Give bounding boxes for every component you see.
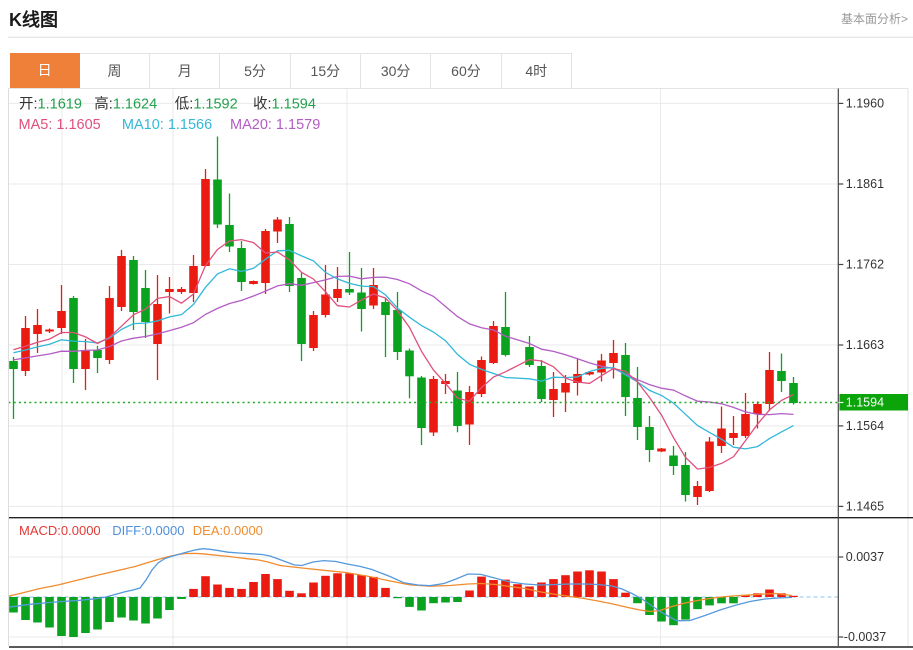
svg-text:MA10: 1.1566: MA10: 1.1566 (122, 117, 212, 133)
svg-text:MA20: 1.1579: MA20: 1.1579 (230, 117, 320, 133)
svg-text:1.1960: 1.1960 (846, 96, 884, 110)
svg-text:收:1.1594: 收:1.1594 (253, 96, 316, 113)
svg-text:1.1594: 1.1594 (846, 396, 884, 410)
svg-text:1.1861: 1.1861 (846, 177, 884, 191)
svg-text:DIFF:0.0000: DIFF:0.0000 (112, 523, 184, 538)
svg-text:MACD:0.0000: MACD:0.0000 (19, 523, 101, 538)
svg-text:1.1762: 1.1762 (846, 258, 884, 272)
svg-text:MA5: 1.1605: MA5: 1.1605 (19, 117, 101, 133)
svg-text:开:1.1619: 开:1.1619 (19, 97, 82, 113)
svg-text:低:1.1592: 低:1.1592 (175, 96, 238, 113)
svg-text:-0.0037: -0.0037 (844, 630, 886, 644)
svg-text:高:1.1624: 高:1.1624 (94, 96, 157, 113)
svg-text:DEA:0.0000: DEA:0.0000 (193, 523, 263, 538)
svg-text:1.1465: 1.1465 (846, 499, 884, 513)
svg-text:1.1564: 1.1564 (846, 419, 884, 433)
svg-text:1.1663: 1.1663 (846, 338, 884, 352)
svg-text:0.0037: 0.0037 (846, 550, 884, 564)
